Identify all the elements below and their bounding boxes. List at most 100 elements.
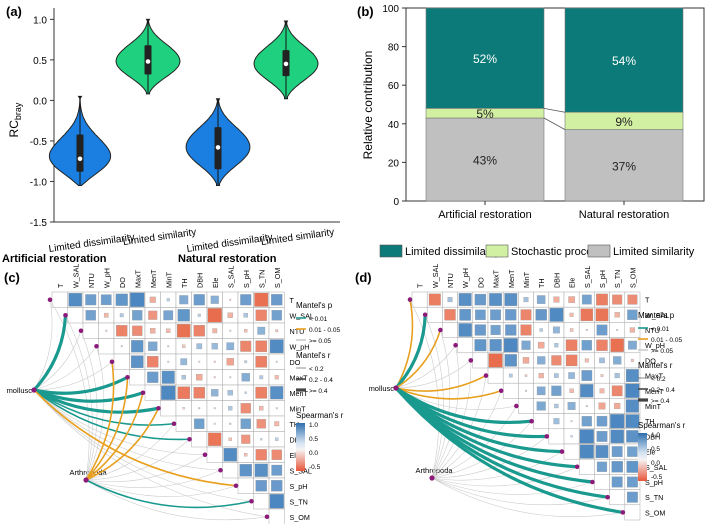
heatmap-correlation-square <box>271 294 283 306</box>
stacked-bar-value-label: 43% <box>473 154 497 168</box>
heatmap-correlation-square <box>552 326 560 334</box>
heatmap-correlation-square <box>196 374 203 381</box>
heatmap-correlation-square <box>612 294 623 305</box>
heatmap-row-label: NTU <box>290 327 305 336</box>
heatmap-cell <box>51 291 68 308</box>
violin-box <box>76 134 84 172</box>
heatmap-correlation-square <box>565 339 578 351</box>
heatmap-correlation-square <box>270 386 284 400</box>
colorbar-tick-label: 0.5 <box>651 446 660 453</box>
panel-a-y-label: RCbray <box>7 102 23 137</box>
heatmap-correlation-square <box>255 449 267 461</box>
heatmap-cell <box>411 291 428 308</box>
mantel-link-curve <box>85 407 160 481</box>
heatmap-column-label: W_pH <box>461 268 470 288</box>
heatmap-correlation-square <box>490 309 501 321</box>
heatmap-row-label: W_SAL <box>645 311 669 320</box>
heatmap-correlation-square <box>254 463 268 477</box>
heatmap-column-label: T <box>416 283 425 288</box>
heatmap-correlation-square <box>182 407 185 410</box>
heatmap-cell <box>502 382 519 399</box>
variable-node-dot <box>544 434 550 439</box>
legend-title: Mantel's r <box>296 351 331 360</box>
mantel-link-curve <box>431 344 459 479</box>
heatmap-correlation-square <box>505 324 517 336</box>
heatmap-correlation-square <box>229 422 232 425</box>
heatmap-correlation-square <box>598 402 606 410</box>
heatmap-column-label: W_SAL <box>71 264 80 288</box>
panel-a-tick-label: 0.5 <box>33 56 47 67</box>
heatmap-correlation-square <box>554 403 559 409</box>
heatmap-column-label: MaxT <box>133 269 142 288</box>
heatmap-correlation-square <box>570 435 573 438</box>
heatmap-correlation-square <box>213 360 216 363</box>
heatmap-correlation-square <box>212 328 218 334</box>
heatmap-row-label: S_SAL <box>645 463 667 472</box>
variable-node-dot <box>559 449 565 454</box>
heatmap-correlation-square <box>255 480 267 492</box>
heatmap-row-label: Ele <box>290 451 300 460</box>
bar-connector-line <box>543 117 566 130</box>
heatmap-row-label: MinT <box>645 402 662 411</box>
legend-item-label: 0.01 - 0.05 <box>309 327 340 334</box>
heatmap-correlation-square <box>610 429 624 444</box>
heatmap-correlation-square <box>616 329 619 331</box>
violin-median <box>145 59 151 64</box>
legend-item-label: < 0.2 <box>309 366 324 373</box>
heatmap-correlation-square <box>459 308 472 321</box>
heatmap-column-label: S_SAL <box>583 266 592 288</box>
spearman-colorbar <box>296 423 305 471</box>
heatmap-correlation-square <box>213 407 216 410</box>
heatmap-correlation-square <box>520 309 532 321</box>
heatmap-row-label: S_TN <box>290 497 308 506</box>
variable-node-dot <box>407 297 413 302</box>
heatmap-correlation-square <box>549 307 564 322</box>
heatmap-correlation-square <box>226 358 234 366</box>
heatmap-correlation-square <box>148 310 158 320</box>
legend-label: Limited similarity <box>613 246 695 258</box>
heatmap-cell <box>98 338 115 355</box>
heatmap-correlation-square <box>585 405 588 407</box>
colorbar-tick-label: -0.5 <box>651 474 663 481</box>
heatmap-correlation-square <box>259 375 264 380</box>
legend-item-label: 0.2 - 0.4 <box>309 377 333 384</box>
heatmap-correlation-square <box>475 309 486 321</box>
heatmap-correlation-square <box>149 327 156 334</box>
heatmap-row-label: TH <box>645 417 655 426</box>
heatmap-correlation-square <box>260 438 263 441</box>
panel-a-violins <box>48 18 319 186</box>
heatmap-correlation-square <box>243 312 249 318</box>
heatmap-correlation-square <box>100 294 112 306</box>
heatmap-correlation-square <box>223 447 238 462</box>
heatmap-correlation-square <box>269 494 284 509</box>
heatmap-correlation-square <box>241 434 251 444</box>
variable-node-dot <box>140 390 146 396</box>
panel-b-tick-label: 100 <box>382 4 399 15</box>
panel-d-label: (d) <box>355 270 372 285</box>
mantel-link-curve <box>32 375 130 395</box>
mantel-link-curve <box>431 477 624 517</box>
heatmap-column-label: DBH <box>195 273 204 288</box>
mantel-link-curve <box>394 313 427 390</box>
heatmap-column-label: TH <box>537 278 546 288</box>
panel-a-group-label: Natural restoration <box>178 253 277 265</box>
heatmap-correlation-square <box>229 376 232 379</box>
heatmap-correlation-square <box>167 360 170 363</box>
heatmap-correlation-square <box>553 418 560 425</box>
heatmap-correlation-square <box>536 401 546 411</box>
heatmap-correlation-square <box>581 370 593 381</box>
heatmap-cell <box>113 353 130 370</box>
colorbar-tick-label: 0.0 <box>651 460 660 467</box>
heatmap-correlation-square <box>254 292 269 307</box>
heatmap-cell <box>563 443 580 460</box>
heatmap-correlation-square <box>177 309 190 322</box>
heatmap-correlation-square <box>244 453 248 457</box>
heatmap-cell <box>129 369 146 386</box>
panel-a-tick-label: -1.0 <box>30 177 48 188</box>
heatmap-correlation-square <box>625 383 640 398</box>
heatmap-cell <box>67 307 84 324</box>
heatmap-column-label: MenT <box>149 269 158 288</box>
mantel-link-curve <box>395 329 442 389</box>
mantel-link-curve <box>85 454 206 483</box>
